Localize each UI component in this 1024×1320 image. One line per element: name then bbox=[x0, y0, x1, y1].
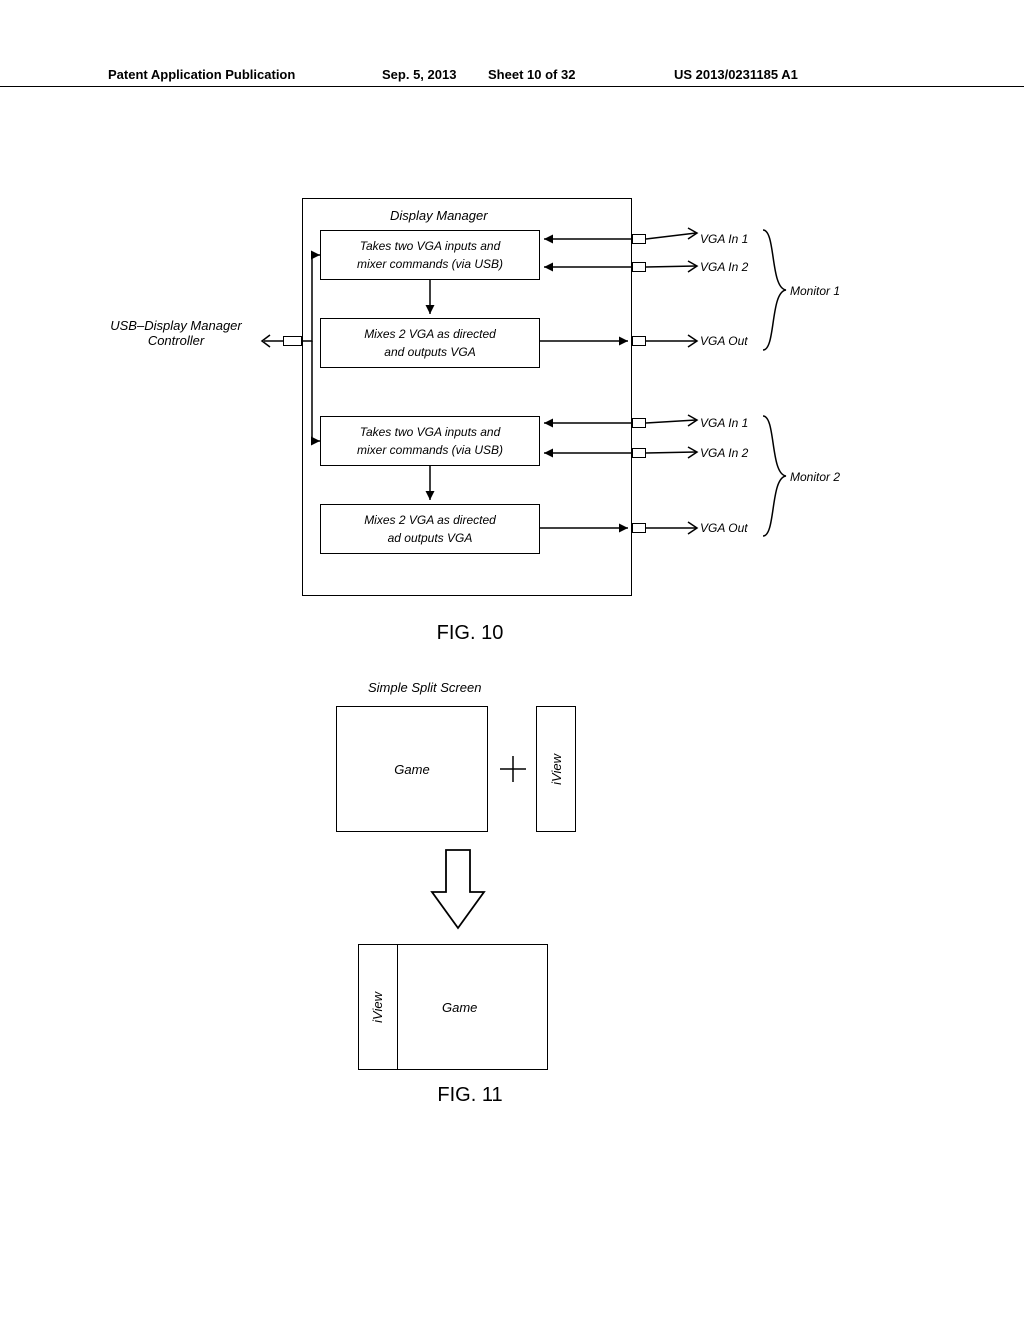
fig11-game-top: Game bbox=[336, 706, 488, 832]
fig11-iview-top: iView bbox=[536, 706, 576, 832]
fig11-game-top-label: Game bbox=[394, 762, 429, 777]
fig11-game-inner-label: Game bbox=[442, 1000, 477, 1015]
fig10-connectors-svg bbox=[0, 0, 1024, 620]
fig10-caption: FIG. 10 bbox=[395, 622, 545, 645]
fig11-title: Simple Split Screen bbox=[368, 680, 481, 695]
fig11-iview-inner-label: iView bbox=[370, 992, 385, 1023]
fig11-iview-top-label: iView bbox=[549, 754, 564, 785]
down-arrow-icon bbox=[426, 846, 490, 934]
plus-icon bbox=[498, 754, 528, 784]
fig11-caption: FIG. 11 bbox=[395, 1084, 545, 1107]
fig11-iview-inner: iView bbox=[358, 944, 398, 1070]
